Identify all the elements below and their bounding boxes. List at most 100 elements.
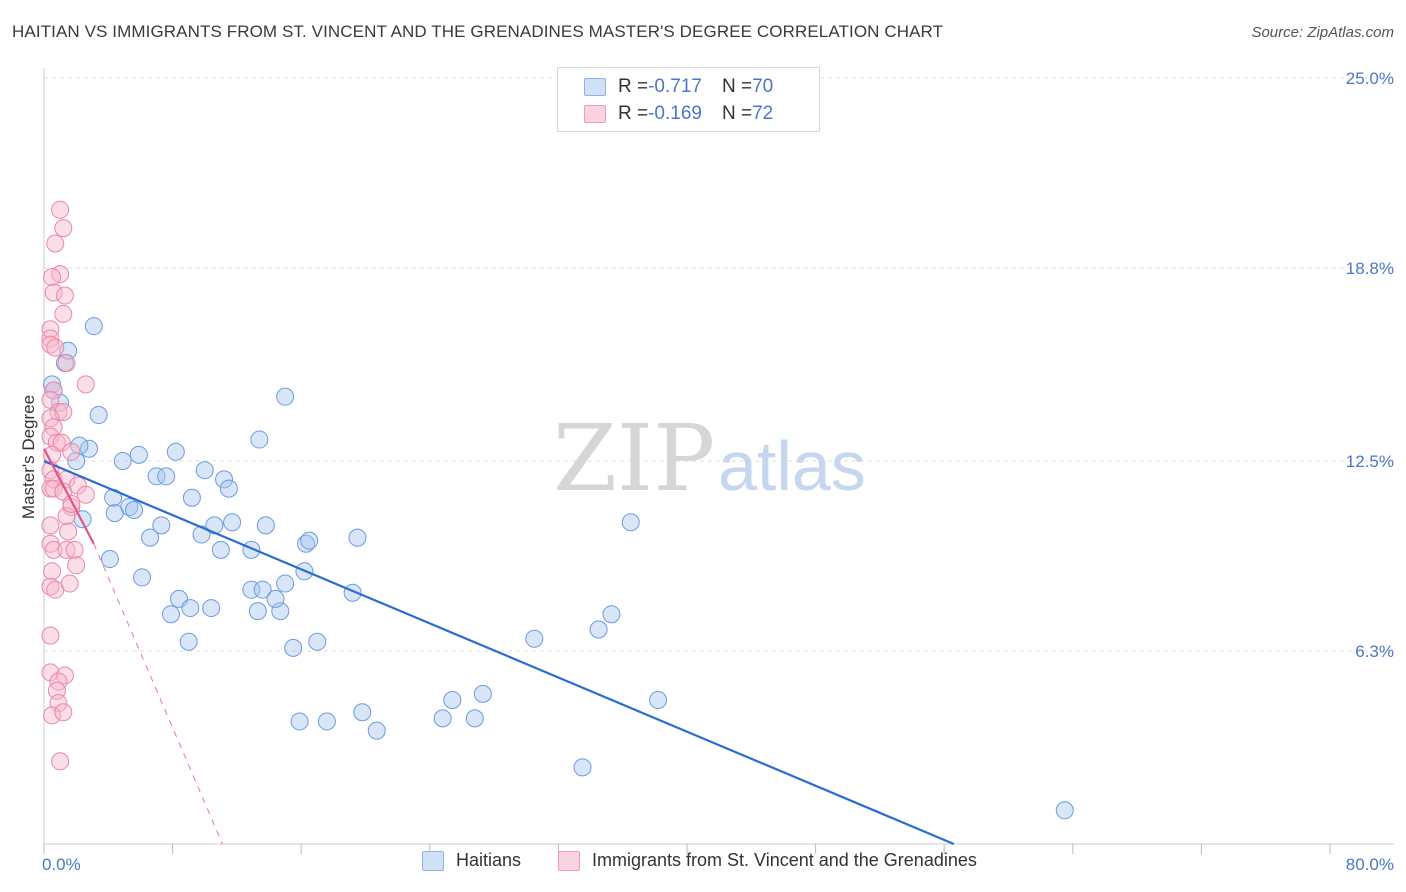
data-point [44, 283, 63, 302]
data-point [290, 712, 309, 731]
data-point [649, 690, 668, 709]
data-point [589, 620, 608, 639]
data-point [46, 338, 65, 357]
data-point [41, 320, 60, 339]
data-point [67, 556, 86, 575]
data-point [181, 599, 200, 618]
data-point [44, 540, 63, 559]
data-point [195, 461, 214, 480]
bottom-legend-label-immigrants: Immigrants from St. Vincent and the Gren… [592, 850, 977, 870]
data-point [443, 690, 462, 709]
data-point [43, 562, 62, 581]
data-point [41, 516, 60, 535]
data-point [59, 522, 78, 541]
data-point [147, 467, 166, 486]
data-point [105, 504, 124, 523]
data-point [353, 703, 372, 722]
data-point [266, 589, 285, 608]
legend-r-value: -0.169 [648, 103, 702, 124]
data-point [152, 516, 171, 535]
data-point [367, 721, 386, 740]
data-point [44, 479, 63, 498]
data-point [348, 528, 367, 547]
data-point [51, 200, 70, 219]
data-point [54, 703, 73, 722]
data-point [166, 442, 185, 461]
data-point [43, 706, 62, 725]
data-point [89, 406, 108, 425]
data-point [211, 540, 230, 559]
trend-extension-immigrants [93, 543, 223, 845]
tick-labels: 6.3% 12.5% 18.8% 25.0% 0.0% 80.0% [42, 69, 1394, 874]
data-point [129, 445, 148, 464]
data-point [250, 430, 269, 449]
data-point [57, 353, 76, 372]
data-point [43, 268, 62, 287]
data-point [308, 632, 327, 651]
data-point [573, 758, 592, 777]
series-haitians [43, 317, 1074, 820]
data-point [179, 632, 198, 651]
data-point [276, 574, 295, 593]
data-point [54, 219, 73, 238]
data-point [55, 286, 74, 305]
data-point [141, 528, 160, 547]
chart-title: HAITIAN VS IMMIGRANTS FROM ST. VINCENT A… [12, 22, 944, 41]
data-point [182, 488, 201, 507]
data-point [43, 375, 62, 394]
data-point [46, 234, 65, 253]
data-point [297, 534, 316, 553]
data-point [284, 638, 303, 657]
watermark-zip: ZIP [553, 405, 715, 512]
data-point [300, 531, 319, 550]
legend-n-label: N = [721, 76, 753, 97]
legend-r-label: R = [618, 103, 649, 124]
data-point [473, 684, 492, 703]
data-point [84, 317, 103, 336]
data-point [49, 672, 68, 691]
legend-swatch-immigrants [584, 105, 606, 123]
data-point [133, 568, 152, 587]
data-points [41, 200, 1074, 820]
legend-n-value: 72 [752, 103, 774, 124]
legend: R = -0.717 N = 70 R = -0.169 N = 72 [557, 67, 820, 132]
legend-n-label: N = [721, 103, 753, 124]
y-tick-label: 25.0% [1346, 69, 1394, 88]
grid-lines [44, 77, 1394, 652]
trend-lines [43, 448, 955, 846]
data-point [54, 304, 73, 323]
legend-r-value: -0.717 [648, 76, 702, 97]
data-point [62, 442, 81, 461]
legend-n-value: 70 [752, 76, 774, 97]
data-point [67, 452, 86, 470]
data-point [253, 580, 272, 599]
data-point [41, 335, 60, 354]
bottom-legend-haitians: Haitians [422, 850, 521, 871]
y-tick-label: 6.3% [1355, 642, 1394, 661]
data-point [317, 712, 336, 731]
watermark-atlas: atlas [718, 427, 866, 505]
data-point [100, 550, 119, 569]
trend-line-immigrants [43, 448, 95, 545]
trend-line-haitians [43, 459, 955, 846]
bottom-legend-swatch-haitians [422, 850, 444, 871]
data-point [219, 479, 238, 498]
legend-r-label: R = [618, 76, 649, 97]
data-point [276, 387, 295, 406]
data-point [51, 752, 70, 771]
data-point [113, 452, 132, 470]
data-point [41, 577, 60, 596]
x-tick-label-min: 0.0% [42, 855, 81, 874]
bottom-legend-immigrants: Immigrants from St. Vincent and the Gren… [558, 850, 977, 871]
legend-swatch-haitians [584, 78, 606, 96]
data-point [65, 540, 84, 559]
x-tick-label-max: 80.0% [1346, 855, 1394, 874]
data-point [52, 433, 71, 452]
bottom-legend-swatch-immigrants [558, 850, 580, 871]
data-point [41, 626, 60, 645]
data-point [248, 602, 267, 621]
y-tick-label: 12.5% [1346, 452, 1394, 471]
data-point [215, 470, 234, 489]
data-point [60, 574, 79, 593]
